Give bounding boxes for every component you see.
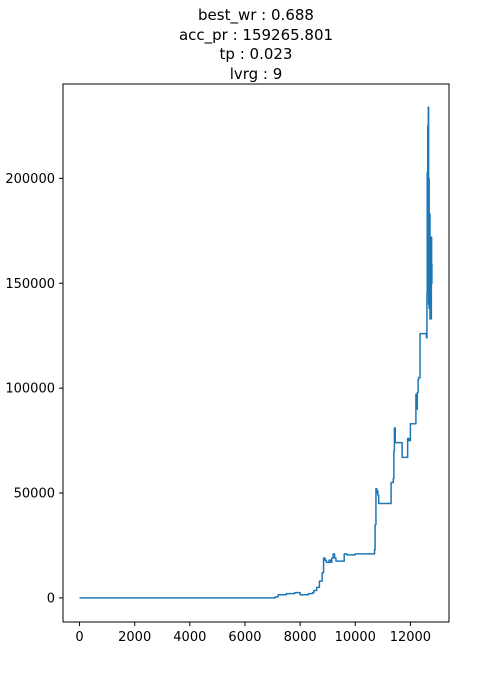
title-line-lvrg: lvrg : 9 (229, 64, 283, 83)
chart-title: best_wr : 0.688 acc_pr : 159265.801 tp :… (0, 6, 500, 84)
x-tick-label: 8000 (284, 630, 317, 645)
x-tick-label: 6000 (228, 630, 261, 645)
y-tick-label: 50000 (14, 487, 55, 502)
series-layer (79, 106, 433, 599)
y-tick-label: 200000 (5, 172, 55, 187)
y-tick-label: 150000 (5, 277, 55, 292)
title-line-best-wr: best_wr : 0.688 (198, 6, 314, 24)
x-tick-label: 12000 (390, 630, 431, 645)
axis-ticks: 0 2000 4000 6000 8000 10000 12000 0 50000 100000 1… (5, 172, 431, 645)
x-tick-label: 0 (75, 630, 83, 645)
series-line (79, 106, 433, 599)
x-tick-label: 10000 (335, 630, 376, 645)
title-line-acc-pr: acc_pr : 159265.801 (178, 25, 334, 44)
plot-frame (62, 83, 450, 623)
x-tick-label: 4000 (173, 630, 206, 645)
x-tick-label: 2000 (118, 630, 151, 645)
y-tick-label: 100000 (5, 382, 55, 397)
y-tick-label: 0 (47, 591, 55, 606)
plot-area (63, 84, 449, 622)
title-line-tp: tp : 0.023 (219, 45, 293, 63)
